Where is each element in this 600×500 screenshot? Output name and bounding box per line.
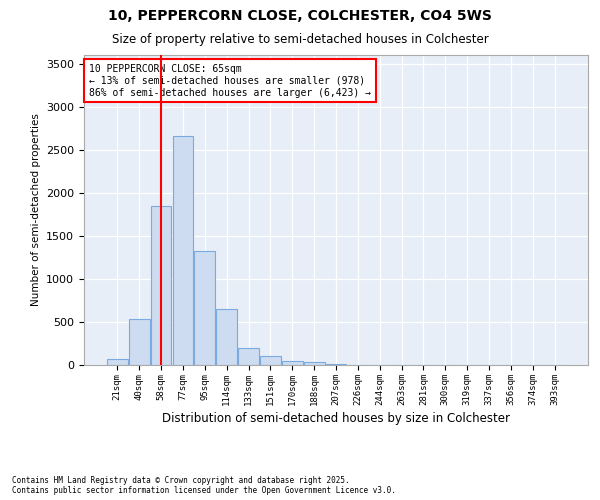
Bar [129,319,149,365]
Bar [107,359,128,365]
Text: 10 PEPPERCORN CLOSE: 65sqm
← 13% of semi-detached houses are smaller (978)
86% o: 10 PEPPERCORN CLOSE: 65sqm ← 13% of semi… [89,64,371,98]
Bar [216,309,237,365]
Text: Contains HM Land Registry data © Crown copyright and database right 2025.
Contai: Contains HM Land Registry data © Crown c… [12,476,396,495]
Text: Size of property relative to semi-detached houses in Colchester: Size of property relative to semi-detach… [112,32,488,46]
X-axis label: Distribution of semi-detached houses by size in Colchester: Distribution of semi-detached houses by … [162,412,510,425]
Bar [238,348,259,365]
Bar [304,362,325,365]
Text: 10, PEPPERCORN CLOSE, COLCHESTER, CO4 5WS: 10, PEPPERCORN CLOSE, COLCHESTER, CO4 5W… [108,9,492,23]
Bar [151,206,172,365]
Bar [173,136,193,365]
Y-axis label: Number of semi-detached properties: Number of semi-detached properties [31,114,41,306]
Bar [282,360,302,365]
Bar [194,252,215,365]
Bar [326,364,346,365]
Bar [260,356,281,365]
